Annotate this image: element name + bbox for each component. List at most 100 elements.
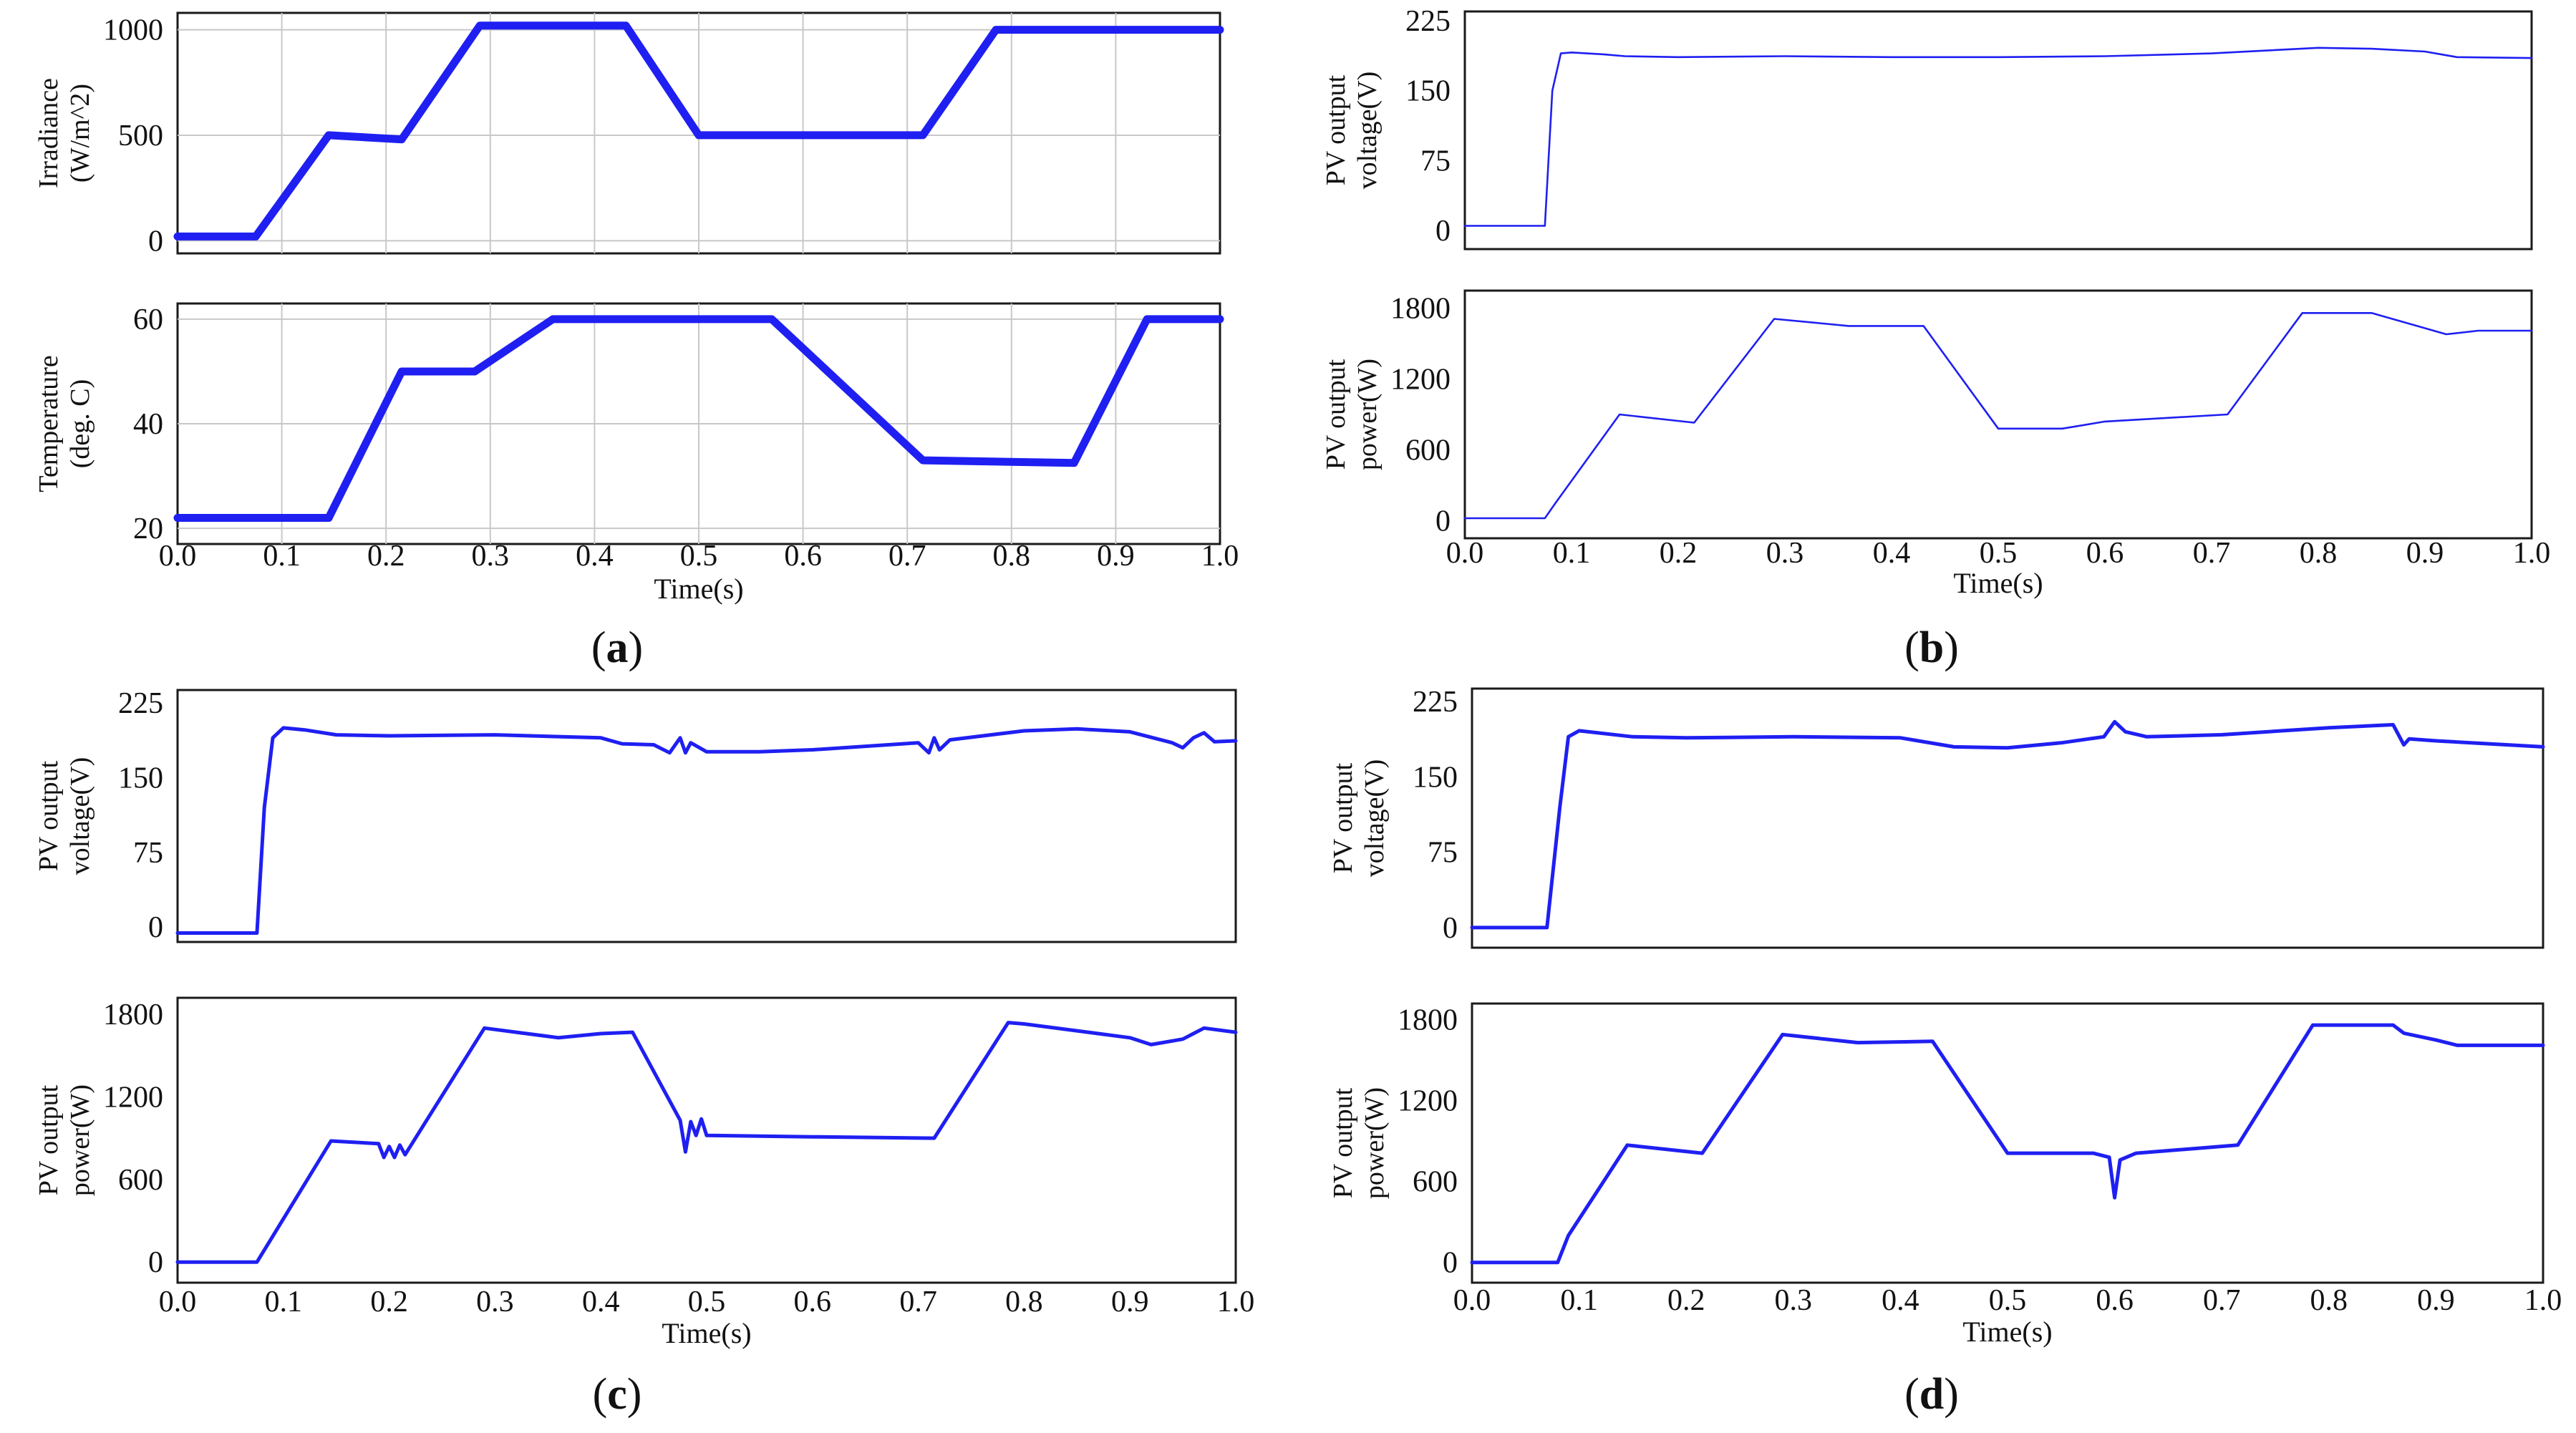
series-line-pv-output-power (1463, 311, 2533, 520)
y-tick-label: 150 (118, 762, 163, 795)
y-axis-label: PV outputvoltage(V) (1321, 72, 1383, 190)
y-tick-label: 1800 (1390, 293, 1451, 326)
chart-c-top: 0 75 150 225 PV outputvoltage(V) (34, 687, 1238, 944)
panel-label-b: (b) (1904, 623, 1959, 672)
x-tick-label: 0.7 (2203, 1284, 2241, 1317)
x-tick-label: 0.1 (265, 1286, 303, 1318)
y-tick-label: 75 (1428, 837, 1458, 870)
x-axis-label: Time(s) (1962, 1316, 2052, 1348)
x-tick-label: 0.5 (1980, 537, 2018, 570)
series-line-pv-output-power (175, 1021, 1238, 1264)
x-tick-label: 0.7 (2193, 537, 2231, 570)
y-tick-label: 1800 (1398, 1004, 1458, 1037)
y-tick-label: 0 (148, 911, 163, 944)
y-tick-label: 1000 (103, 14, 163, 47)
x-tick-label: 0.9 (2406, 537, 2444, 570)
x-axis-label: Time(s) (1953, 567, 2043, 599)
y-axis-label: PV outputpower(W) (1321, 359, 1383, 470)
x-tick-label: 0.6 (2086, 537, 2124, 570)
x-tick-label: 0.4 (582, 1286, 620, 1318)
chart-d-top: 0 75 150 225 PV outputvoltage(V) (1328, 686, 2545, 949)
x-tick-label: 0.8 (993, 540, 1031, 573)
y-tick-label: 225 (1413, 686, 1458, 719)
y-tick-label: 0 (1443, 912, 1458, 945)
chart-c-bottom: 0 600 1200 1800 PV outputpower(W) 0.0 0.1 0.2 0.… (34, 996, 1255, 1349)
x-tick-label: 0.3 (472, 540, 510, 573)
panel-label-c: (c) (593, 1370, 642, 1419)
x-tick-label: 0.1 (1560, 1284, 1598, 1317)
y-tick-label: 600 (1413, 1166, 1458, 1199)
plot-frame (176, 689, 1237, 943)
x-tick-label: 0.3 (1766, 537, 1804, 570)
x-tick-label: 0.1 (1553, 537, 1591, 570)
x-tick-label: 0.5 (1989, 1284, 2027, 1317)
x-tick-label: 0.0 (1446, 537, 1484, 570)
y-tick-label: 1800 (103, 999, 163, 1031)
y-axis-label: Irradiance(W/m^2) (34, 78, 95, 188)
y-tick-label: 40 (133, 408, 163, 441)
x-tick-label: 0.6 (2096, 1284, 2134, 1317)
x-tick-label: 0.0 (1453, 1284, 1491, 1317)
chart-d-bottom: 0 600 1200 1800 PV outputpower(W) 0.0 0.1 0.2 0.… (1328, 1002, 2562, 1348)
x-tick-label: 1.0 (1217, 1286, 1255, 1318)
series-line-pv-output-power (1470, 1023, 2545, 1265)
y-tick-label: 0 (1435, 215, 1451, 248)
y-tick-label: 150 (1413, 761, 1458, 794)
x-tick-label: 0.2 (1667, 1284, 1705, 1317)
x-tick-label: 0.1 (263, 540, 301, 573)
x-tick-label: 0.0 (159, 540, 197, 573)
x-tick-label: 0.5 (688, 1286, 726, 1318)
y-axis-label: Temperature(deg. C) (34, 355, 95, 492)
x-tick-label: 0.9 (1097, 540, 1135, 573)
y-axis-label: PV outputvoltage(V) (34, 757, 95, 875)
y-tick-label: 0 (1443, 1247, 1458, 1280)
x-tick-label: 0.2 (367, 540, 405, 573)
y-tick-label: 75 (133, 837, 163, 870)
x-tick-label: 0.3 (476, 1286, 514, 1318)
chart-a-bottom: 20 40 60 Temperature(deg. C) 0.0 0.1 0.2 0.3 0.4… (34, 302, 1239, 605)
y-tick-label: 20 (133, 513, 163, 545)
y-tick-label: 225 (118, 687, 163, 720)
y-tick-label: 0 (148, 225, 163, 258)
plot-frame (1463, 10, 2533, 251)
plot-frame (1471, 1002, 2544, 1284)
y-tick-label: 1200 (103, 1081, 163, 1114)
y-axis-label: PV outputpower(W) (1328, 1087, 1390, 1199)
y-tick-label: 0 (148, 1246, 163, 1279)
x-axis-label: Time(s) (654, 573, 743, 605)
y-tick-label: 1200 (1390, 364, 1451, 397)
series-line-pv-output-voltage (175, 726, 1238, 935)
x-tick-label: 0.5 (680, 540, 718, 573)
plot-frame (1463, 289, 2533, 540)
x-tick-label: 0.4 (576, 540, 614, 573)
panel-label-a: (a) (591, 623, 643, 672)
x-tick-label: 0.8 (2310, 1284, 2348, 1317)
y-tick-label: 1200 (1398, 1085, 1458, 1118)
x-tick-label: 0.6 (784, 540, 822, 573)
x-tick-label: 0.7 (899, 1286, 937, 1318)
x-tick-label: 1.0 (1201, 540, 1239, 573)
y-tick-label: 60 (133, 303, 163, 336)
y-tick-label: 600 (1405, 434, 1451, 467)
y-tick-label: 600 (118, 1164, 163, 1197)
series-line-temperature (173, 315, 1224, 522)
y-tick-label: 225 (1405, 5, 1451, 38)
y-tick-label: 150 (1405, 75, 1451, 108)
x-tick-label: 1.0 (2524, 1284, 2562, 1317)
series-line-pv-output-voltage (1470, 719, 2545, 930)
x-tick-label: 0.4 (1873, 537, 1911, 570)
y-tick-label: 0 (1435, 505, 1451, 538)
plot-frame (176, 996, 1237, 1284)
chart-b-top: 0 75 150 225 PV outputvoltage(V) (1321, 5, 2533, 251)
y-tick-label: 500 (118, 120, 163, 152)
y-axis-label: PV outputpower(W) (34, 1084, 95, 1196)
x-tick-label: 0.2 (1660, 537, 1698, 570)
series-line-irradiance (173, 21, 1224, 241)
y-tick-label: 75 (1420, 145, 1451, 178)
panel-label-d: (d) (1904, 1370, 1959, 1419)
x-tick-label: 0.6 (794, 1286, 832, 1318)
x-tick-label: 1.0 (2513, 537, 2551, 570)
